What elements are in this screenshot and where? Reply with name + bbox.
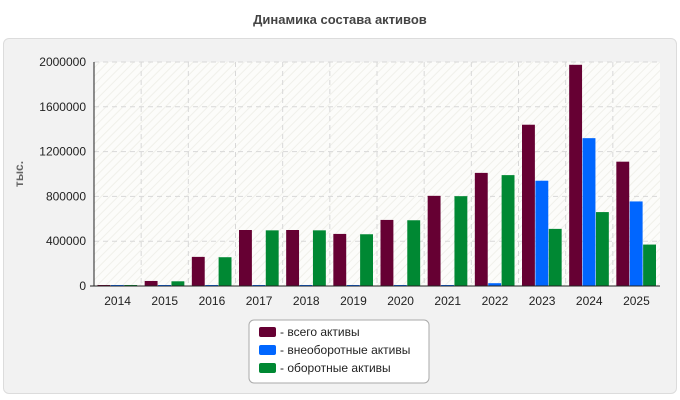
y-tick-label: 400000 (46, 234, 86, 248)
chart-title: Динамика состава активов (253, 12, 427, 27)
bar (616, 161, 630, 286)
bar (380, 219, 394, 286)
grid-lines (94, 61, 660, 286)
bar (595, 212, 609, 286)
x-tick-label: 2020 (387, 294, 414, 308)
bar (360, 234, 373, 286)
legend: - всего активы - внеоборотные активы - обо… (248, 319, 430, 384)
legend-swatch (259, 363, 276, 373)
legend-swatch (259, 327, 276, 337)
x-tick-label: 2023 (529, 294, 556, 308)
y-tick-label: 2000000 (39, 55, 86, 69)
bar (522, 124, 535, 286)
bar (629, 201, 643, 286)
x-tick-label: 2019 (340, 294, 367, 308)
y-tick-label: 1600000 (39, 100, 86, 114)
bar (286, 230, 300, 286)
bar (191, 256, 205, 286)
x-tick-label: 2024 (576, 294, 603, 308)
legend-label: - внеоборотные активы (280, 343, 410, 357)
bar (144, 280, 158, 286)
bar (454, 196, 468, 286)
legend-box (248, 319, 430, 384)
bar (474, 172, 488, 286)
bar (218, 257, 232, 286)
bar (548, 228, 562, 286)
legend-label: - всего активы (280, 325, 360, 339)
x-tick-label: 2025 (623, 294, 650, 308)
bar (333, 233, 347, 286)
y-axis-title: тыс. (12, 161, 26, 187)
x-tick-label: 2022 (482, 294, 509, 308)
axes: 0 400000 800000 1200000 1600000 2000000 2014 20… (39, 55, 660, 308)
legend-label: - оборотные активы (280, 361, 391, 375)
bar (265, 230, 279, 286)
legend-swatch (259, 345, 276, 355)
bar (643, 244, 656, 286)
bar (407, 220, 421, 286)
bar (171, 281, 185, 286)
bar (535, 180, 549, 286)
x-tick-label: 2014 (104, 294, 131, 308)
bar (488, 283, 502, 286)
bar (312, 230, 326, 286)
bar (427, 195, 441, 286)
bar (501, 175, 515, 286)
x-tick-label: 2021 (434, 294, 461, 308)
y-tick-label: 1200000 (39, 145, 86, 159)
x-tick-label: 2015 (151, 294, 178, 308)
y-tick-label: 800000 (46, 189, 86, 203)
x-tick-label: 2018 (293, 294, 320, 308)
bar (239, 230, 252, 286)
bar (569, 64, 583, 286)
y-tick-label: 0 (79, 279, 86, 293)
bar (582, 138, 596, 286)
x-tick-label: 2017 (246, 294, 273, 308)
x-tick-label: 2016 (199, 294, 226, 308)
